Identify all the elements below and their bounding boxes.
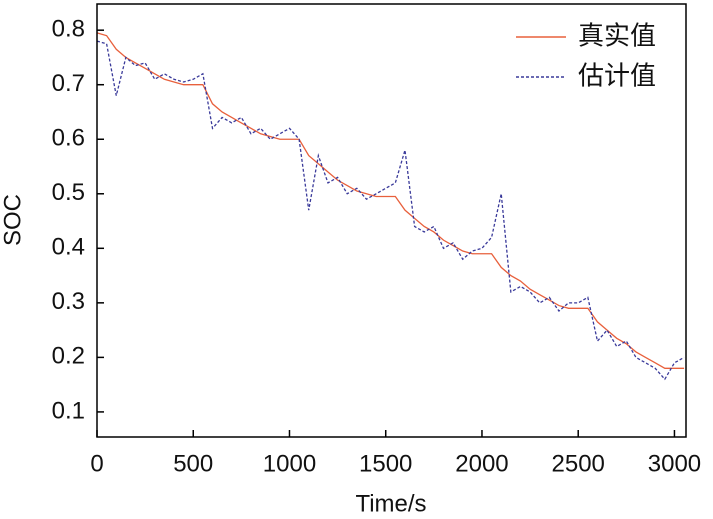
- x-tick-label: 2500: [552, 450, 605, 477]
- series-line: [96, 32, 685, 369]
- y-tick-label: 0.4: [52, 234, 85, 261]
- x-tick-label: 2000: [455, 450, 508, 477]
- y-tick-label: 0.8: [52, 16, 85, 43]
- legend-label: 估计值: [578, 62, 656, 92]
- x-tick-label: 1500: [359, 450, 412, 477]
- x-tick-label: 1000: [263, 450, 316, 477]
- x-tick-label: 500: [173, 450, 213, 477]
- x-axis-label: Time/s: [355, 490, 426, 517]
- series-line: [96, 40, 685, 381]
- legend-label: 真实值: [578, 22, 656, 52]
- y-tick-label: 0.6: [52, 125, 85, 152]
- y-tick-label: 0.3: [52, 288, 85, 315]
- x-tick-label: 0: [90, 450, 103, 477]
- y-tick-label: 0.7: [52, 70, 85, 97]
- y-tick-label: 0.1: [52, 397, 85, 424]
- plot-frame: [96, 3, 687, 438]
- y-tick-label: 0.2: [52, 343, 85, 370]
- y-tick-label: 0.5: [52, 179, 85, 206]
- x-tick-label: 3000: [648, 450, 701, 477]
- y-axis-label: SOC: [0, 194, 26, 246]
